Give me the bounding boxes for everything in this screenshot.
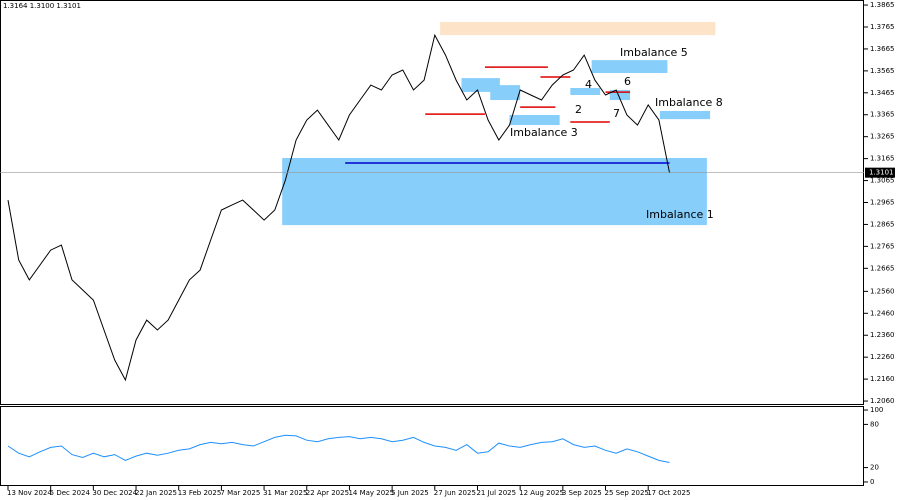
y-tick-label: 1.2160: [870, 375, 895, 383]
annotation: Imbalance 5: [620, 46, 688, 59]
y-tick-label: 1.2965: [870, 199, 895, 207]
y-tick-label: 1.2060: [870, 397, 895, 405]
annotation: 6: [624, 75, 631, 88]
x-tick-label: 5 Dec 2024: [50, 489, 91, 497]
x-tick-label: 21 Jul 2025: [476, 489, 516, 497]
current-price-box: [865, 167, 895, 178]
main-frame: [0, 0, 864, 405]
y-tick-label: 20: [870, 464, 879, 472]
annotation: 4: [585, 78, 592, 91]
y-tick-label: 80: [870, 420, 879, 428]
zone: [659, 111, 711, 120]
x-tick-label: 22 Jan 2025: [135, 489, 177, 497]
x-tick-label: 14 May 2025: [348, 489, 394, 497]
price-line: [7, 33, 670, 382]
y-tick-label: 1.2665: [870, 264, 895, 272]
x-tick-label: 3 Sep 2025: [562, 489, 602, 497]
x-tick-label: 13 Feb 2025: [178, 489, 222, 497]
y-tick-label: 1.3465: [870, 89, 895, 97]
y-tick-label: 1.3065: [870, 177, 895, 185]
zone: [609, 89, 631, 101]
zone: [282, 157, 707, 226]
x-tick-label: 13 Nov 2024: [7, 489, 52, 497]
x-tick-label: 30 Dec 2024: [92, 489, 137, 497]
x-tick-label: 17 Oct 2025: [647, 489, 690, 497]
x-tick-label: 12 Aug 2025: [519, 489, 564, 497]
y-tick-label: 1.2260: [870, 353, 895, 361]
y-tick-label: 0: [870, 478, 874, 486]
y-tick-label: 1.3265: [870, 133, 895, 141]
price-line: [7, 434, 670, 463]
zone: [591, 60, 668, 74]
y-tick-label: 1.3365: [870, 111, 895, 119]
annotation: Imbalance 8: [655, 96, 723, 109]
y-tick-label: 100: [870, 406, 883, 414]
zone: [490, 85, 521, 101]
y-tick-label: 1.3865: [870, 1, 895, 9]
y-tick-label: 1.2360: [870, 331, 895, 339]
y-tick-label: 1.3165: [870, 155, 895, 163]
x-tick-label: 25 Sep 2025: [605, 489, 649, 497]
zone: [509, 114, 560, 126]
x-tick-label: 5 Jun 2025: [391, 489, 429, 497]
y-tick-label: 1.3765: [870, 23, 895, 31]
y-tick-label: 1.2460: [870, 309, 895, 317]
annotation: 7: [613, 107, 620, 120]
zone: [440, 21, 716, 36]
y-tick-label: 1.2560: [870, 287, 895, 295]
zone: [570, 87, 601, 95]
y-tick-label: 1.3565: [870, 67, 895, 75]
x-tick-label: 22 Apr 2025: [306, 489, 349, 497]
current-price-label: 1.3101: [869, 169, 894, 177]
x-tick-label: 31 Mar 2025: [263, 489, 307, 497]
quote-header: 1.3164 1.3100 1.3101: [3, 2, 81, 10]
x-tick-label: 7 Mar 2025: [220, 489, 260, 497]
x-tick-label: 27 Jun 2025: [434, 489, 476, 497]
sub-frame: [0, 406, 864, 486]
annotation: Imbalance 3: [510, 126, 578, 139]
y-tick-label: 1.3665: [870, 45, 895, 53]
annotation: 2: [575, 103, 582, 116]
y-tick-label: 1.2765: [870, 242, 895, 250]
annotation: Imbalance 1: [646, 208, 714, 221]
y-tick-label: 1.2865: [870, 220, 895, 228]
